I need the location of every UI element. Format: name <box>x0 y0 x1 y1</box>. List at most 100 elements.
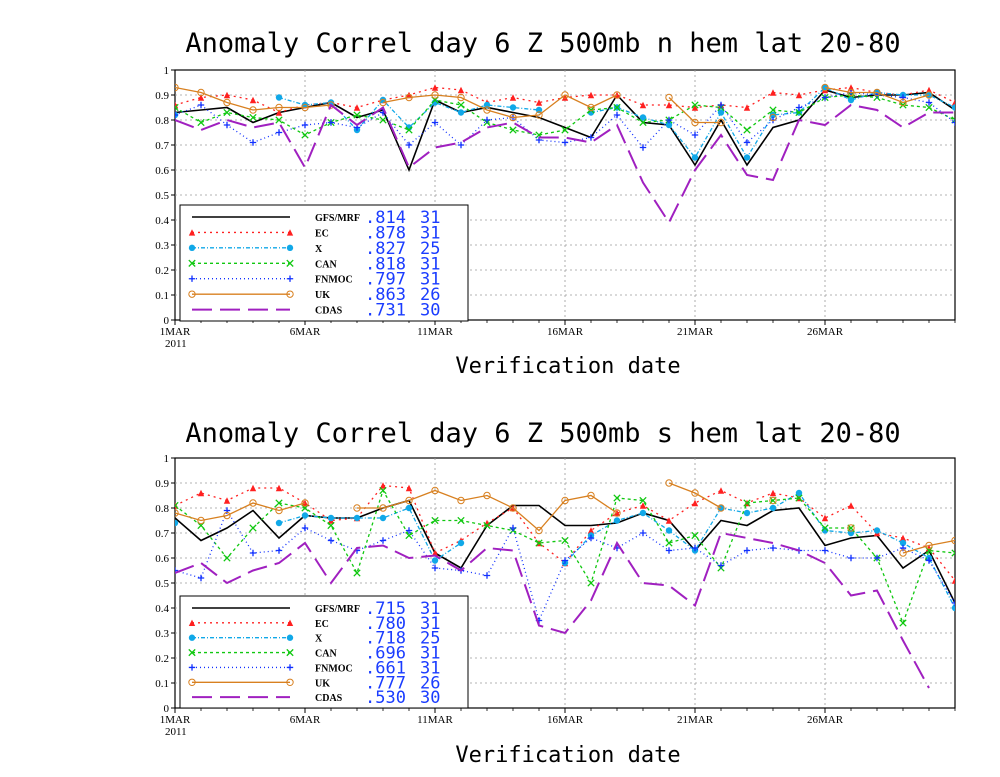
data-point-can <box>613 494 621 502</box>
legend-marker-x <box>188 244 196 252</box>
x-tick-label: 1MAR <box>160 714 191 726</box>
data-point-uk <box>249 499 257 507</box>
data-point-ec <box>665 101 673 109</box>
data-point-fnmoc <box>405 141 413 149</box>
data-point-ec <box>951 99 955 106</box>
data-point-can <box>483 521 491 530</box>
legend-name-cdas: CDAS <box>315 693 343 704</box>
data-point-uk <box>769 496 777 505</box>
data-point-can <box>379 486 387 495</box>
y-tick-label: 0.6 <box>155 165 169 177</box>
data-point-x <box>431 557 439 564</box>
y-tick-label: 0.9 <box>155 90 169 102</box>
data-point-uk <box>691 489 699 497</box>
data-point-can <box>431 516 439 525</box>
legend-name-gfs-mrf: GFS/MRF <box>315 213 360 224</box>
data-point-x <box>275 94 283 101</box>
data-point-fnmoc <box>717 101 725 109</box>
data-point-x <box>639 114 647 121</box>
data-point-can <box>249 113 257 122</box>
legend-name-can: CAN <box>315 649 337 660</box>
data-point-can <box>795 494 803 502</box>
legend-marker-can <box>188 259 196 267</box>
data-point-ec <box>405 484 413 492</box>
data-point-fnmoc <box>431 119 439 126</box>
x-axis-label: Verification date <box>455 354 680 379</box>
data-point-fnmoc <box>561 139 569 146</box>
data-point-ec <box>795 91 803 99</box>
legend-count-fnmoc: 31 <box>420 658 440 678</box>
data-point-can <box>249 524 257 532</box>
data-point-ec <box>509 94 517 101</box>
data-point-ec <box>899 534 907 542</box>
data-point-fnmoc <box>691 544 699 552</box>
legend-marker-uk <box>188 678 196 686</box>
legend-name-x: X <box>315 634 323 645</box>
data-point-uk <box>379 504 387 512</box>
data-point-ec <box>769 89 777 96</box>
data-point-can <box>639 118 647 127</box>
data-point-x <box>873 527 881 534</box>
data-point-can <box>457 516 465 525</box>
data-point-uk <box>925 541 933 550</box>
data-point-x <box>769 111 777 119</box>
data-point-x <box>717 109 725 116</box>
legend-count-x: 25 <box>420 239 440 259</box>
legend-name-ec: EC <box>315 228 329 239</box>
legend-marker-fnmoc <box>188 275 196 282</box>
data-point-ec <box>691 499 699 507</box>
legend-score-gfs-mrf: .814 <box>365 208 406 228</box>
data-point-fnmoc <box>665 547 673 554</box>
x-tick-year: 2011 <box>165 726 187 738</box>
y-tick-label: 0.5 <box>155 190 169 202</box>
data-point-uk <box>197 88 205 97</box>
legend-marker-fnmoc <box>286 275 294 282</box>
data-point-uk <box>535 111 543 119</box>
series-layer <box>175 479 955 689</box>
legend-name-fnmoc: FNMOC <box>315 275 353 286</box>
data-point-uk <box>405 496 413 505</box>
legend-score-cdas: .731 <box>365 301 406 321</box>
data-point-can <box>587 106 595 114</box>
legend-name-fnmoc: FNMOC <box>315 663 353 674</box>
data-point-can <box>769 106 777 114</box>
data-point-ec <box>249 96 257 104</box>
y-tick-label: 0.8 <box>155 503 169 515</box>
data-point-fnmoc <box>691 131 699 139</box>
data-point-uk <box>717 504 725 512</box>
legend-count-gfs-mrf: 31 <box>420 599 440 619</box>
data-point-x <box>743 509 751 517</box>
data-point-x <box>613 517 621 524</box>
legend-marker-can <box>188 648 196 657</box>
data-point-ec <box>717 487 725 494</box>
data-point-uk <box>431 91 439 99</box>
data-point-x <box>175 519 179 527</box>
data-point-ec <box>197 489 205 497</box>
legend-score-cdas: .530 <box>365 688 406 708</box>
data-point-can <box>353 111 361 119</box>
data-point-fnmoc <box>951 599 955 607</box>
data-point-uk <box>847 524 855 532</box>
data-point-ec <box>275 109 283 116</box>
series-line-cdas <box>175 531 930 689</box>
data-point-uk <box>535 526 543 535</box>
data-point-ec <box>847 502 855 509</box>
data-point-can <box>197 118 205 127</box>
data-point-fnmoc <box>483 116 491 124</box>
legend-score-gfs-mrf: .715 <box>365 599 406 619</box>
data-point-uk <box>379 98 387 107</box>
data-point-can <box>275 116 283 124</box>
data-point-fnmoc <box>509 524 517 532</box>
data-point-fnmoc <box>613 111 621 119</box>
data-point-can <box>639 496 647 505</box>
legend-score-ec: .878 <box>365 223 406 243</box>
data-point-x <box>951 104 955 111</box>
y-tick-label: 0.4 <box>155 215 169 227</box>
data-point-uk <box>561 496 569 505</box>
data-point-can <box>405 531 413 540</box>
legend-score-can: .696 <box>365 644 406 664</box>
data-point-fnmoc <box>327 119 335 126</box>
data-point-uk <box>197 516 205 525</box>
data-point-fnmoc <box>405 527 413 534</box>
nh-chart: Anomaly Correl day 6 Z 500mb n hem lat 2… <box>155 28 956 379</box>
